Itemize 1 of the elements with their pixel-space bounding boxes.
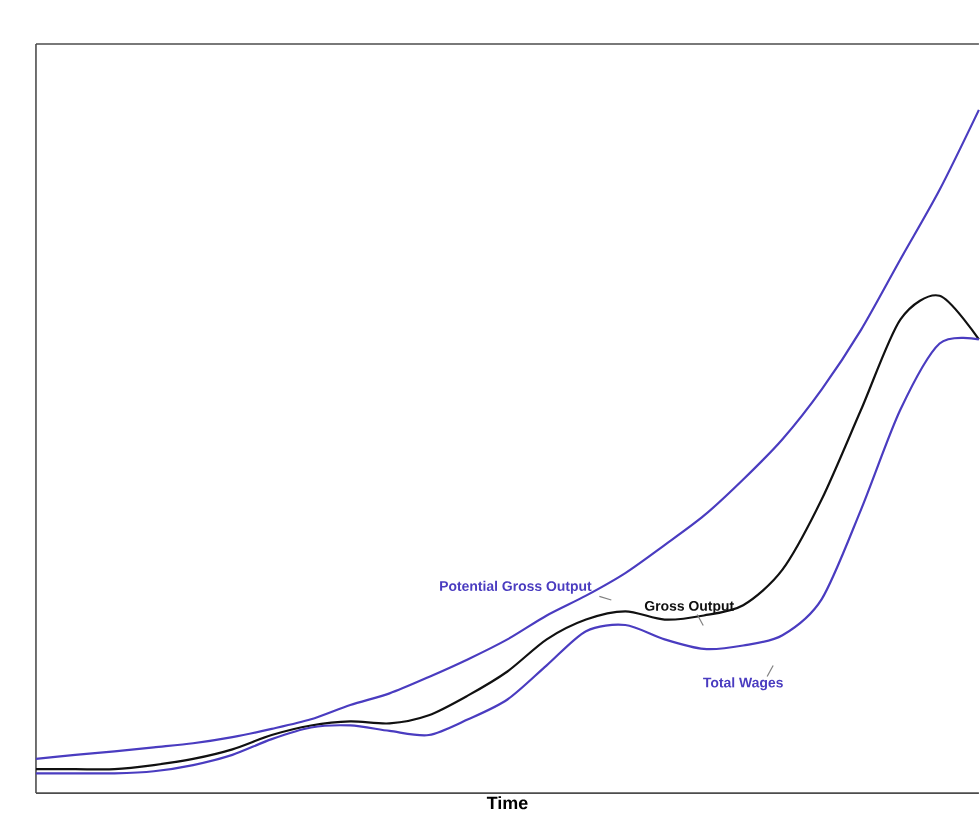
x-axis-title: Time bbox=[486, 796, 528, 810]
